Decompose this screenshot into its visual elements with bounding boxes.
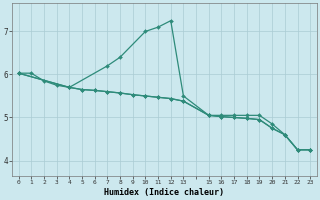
X-axis label: Humidex (Indice chaleur): Humidex (Indice chaleur)	[104, 188, 224, 197]
